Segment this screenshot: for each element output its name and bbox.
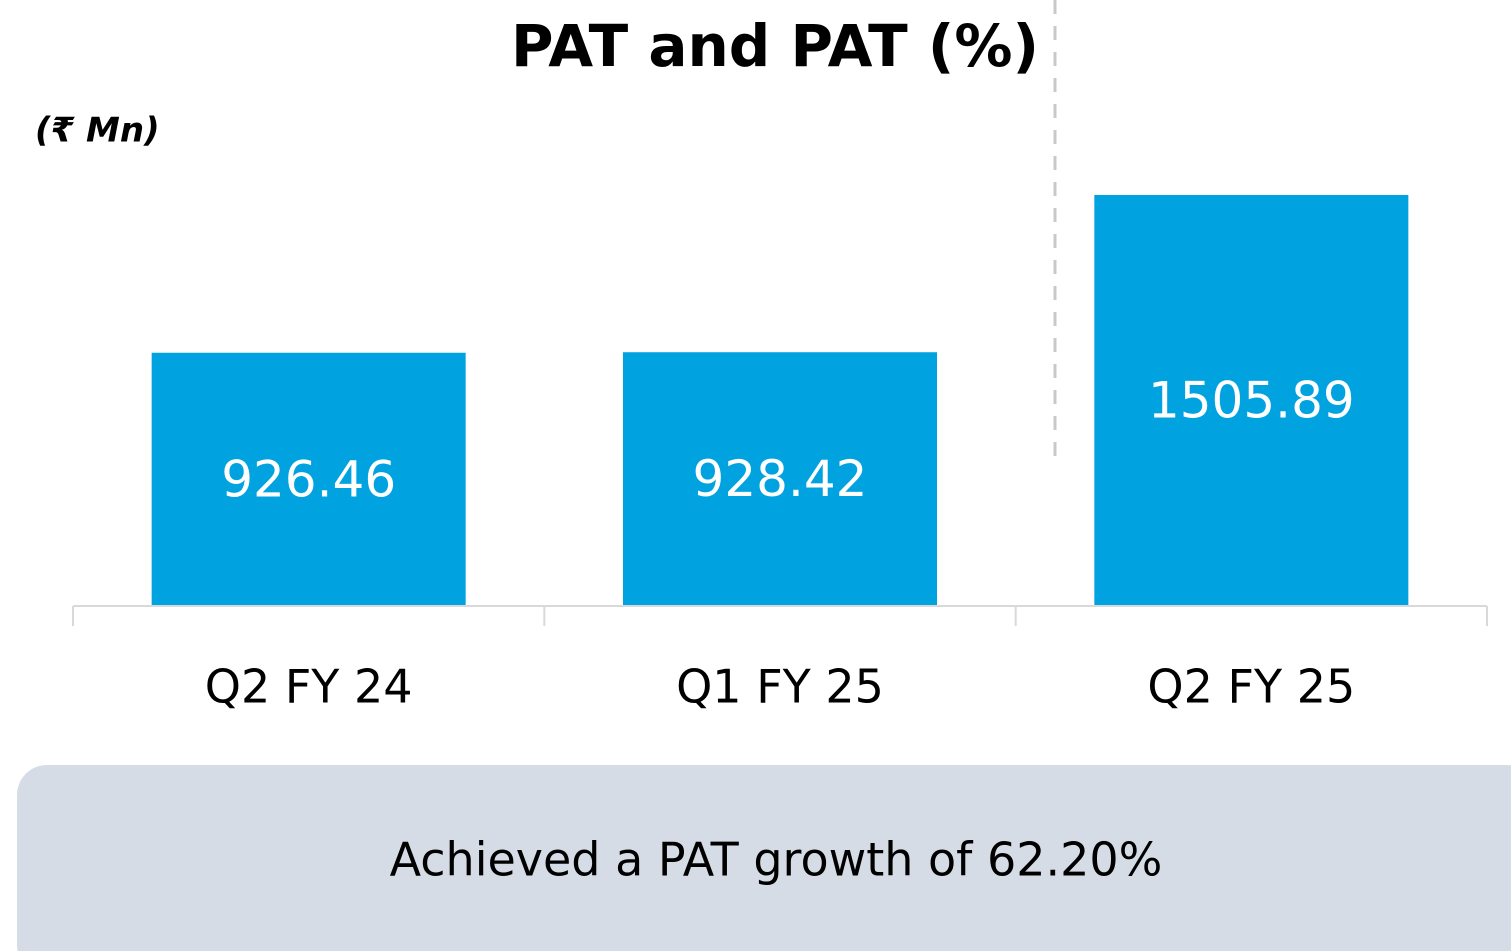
- bar: [1094, 195, 1409, 605]
- bar: [151, 352, 466, 605]
- x-tick-label: Q2 FY 25: [1147, 660, 1355, 714]
- bar: [623, 352, 937, 605]
- x-tick-label: Q2 FY 24: [205, 660, 413, 714]
- unit-label: (₹ Mn): [35, 111, 160, 151]
- x-tick-label: Q1 FY 25: [676, 660, 884, 714]
- value-label: 1505.89: [1148, 372, 1355, 430]
- annotation-box: [17, 765, 1511, 951]
- chart-title: PAT and PAT (%): [511, 12, 1039, 80]
- annotation: Achieved a PAT growth of 62.20%: [390, 833, 1163, 887]
- value-label: 926.46: [221, 450, 396, 508]
- value-label: 928.42: [693, 450, 868, 508]
